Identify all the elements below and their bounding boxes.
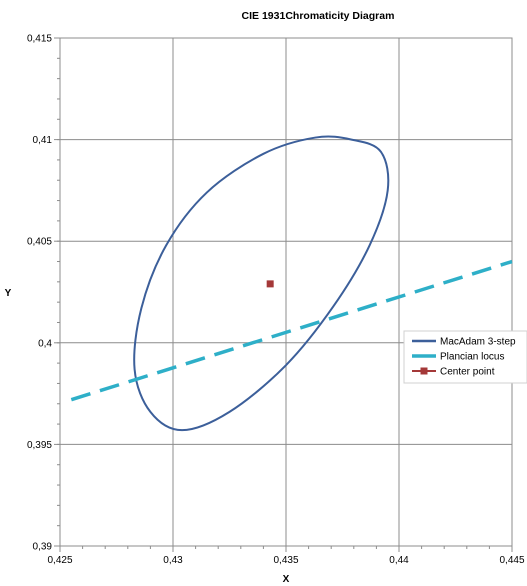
x-tick-label: 0,425 [47,555,72,566]
y-tick-label: 0,405 [27,237,52,248]
y-tick-label: 0,39 [33,542,53,553]
center-point-marker [266,280,274,288]
chart-title: CIE 1931Chromaticity Diagram [242,10,395,22]
x-axis-title: X [283,574,290,585]
legend-label: Center point [440,367,495,378]
x-tick-label: 0,44 [389,555,409,566]
legend-label: MacAdam 3-step [440,337,516,348]
y-tick-label: 0,395 [27,440,52,451]
gridlines [60,38,512,546]
y-tick-label: 0,415 [27,34,52,45]
series-group [70,135,513,432]
legend-swatch-marker [420,367,428,375]
legend-item-macadam: MacAdam 3-step [412,337,516,348]
x-tick-label: 0,43 [163,555,183,566]
legend-label: Plancian locus [440,352,504,363]
x-tick-label: 0,435 [273,555,298,566]
planckian-locus-line [70,259,513,402]
x-tick-label: 0,445 [499,555,524,566]
macadam-ellipse-line [133,135,390,432]
y-tick-label: 0,41 [33,135,53,146]
y-axis-title: Y [5,288,12,299]
legend-item-center-point: Center point [412,367,495,378]
y-tick-label: 0,4 [38,338,52,349]
legend: MacAdam 3-step Plancian locus Center point [403,330,527,384]
legend-item-planckian: Plancian locus [412,352,504,363]
